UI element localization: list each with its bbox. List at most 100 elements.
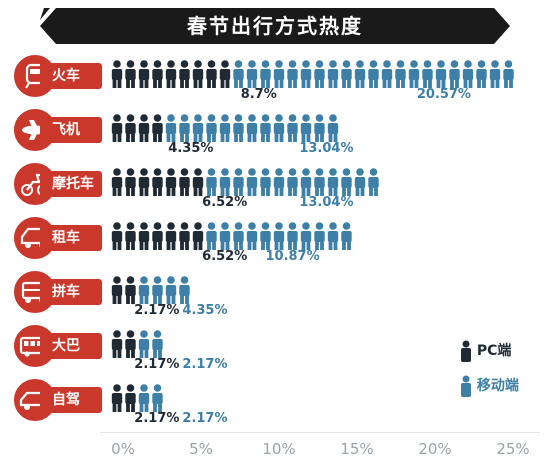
- pc-person-mark: [152, 168, 163, 196]
- mobile-person-mark-torso: [152, 285, 163, 296]
- pc-person-mark: [206, 60, 217, 88]
- mobile-person-mark-leg: [266, 187, 270, 196]
- category-label: 租车: [40, 225, 102, 251]
- mobile-person-mark-leg: [409, 79, 414, 88]
- mobile-person-mark: [206, 222, 217, 250]
- pc-person-mark: [125, 222, 136, 250]
- pc-person-mark-leg: [144, 241, 149, 250]
- mobile-person-mark-torso: [300, 231, 312, 242]
- mobile-person-mark-head: [248, 114, 256, 122]
- pc-person-mark-leg: [131, 187, 135, 196]
- mobile-person-mark-leg: [279, 241, 284, 250]
- mobile-person-mark: [314, 114, 325, 142]
- mobile-person-mark-leg: [166, 133, 171, 142]
- pc-person-mark-torso: [152, 231, 163, 242]
- pc-person-mark-leg: [117, 349, 122, 358]
- pc-value-label: 6.52%: [202, 195, 248, 210]
- mobile-person-mark-head: [491, 60, 499, 68]
- mobile-person-mark: [233, 60, 244, 88]
- pc-person-mark-torso: [206, 69, 217, 80]
- mobile-person-mark-leg: [387, 79, 392, 88]
- mobile-person-mark-leg: [306, 133, 311, 142]
- mobile-person-mark-head: [288, 222, 297, 230]
- mobile-person-mark-leg: [306, 187, 311, 196]
- mobile-person-mark-torso: [138, 285, 150, 296]
- category-label: 自驾: [40, 387, 102, 413]
- pc-person-mark-leg: [112, 133, 117, 142]
- legend-pc: PC端: [460, 340, 511, 362]
- mobile-person-mark-leg: [468, 79, 473, 88]
- mobile-person-mark-torso: [206, 123, 217, 134]
- mobile-person-mark-leg: [396, 79, 400, 88]
- mobile-person-mark-torso: [165, 285, 177, 296]
- pc-person-mark-leg: [185, 241, 189, 250]
- mobile-person-mark-head: [167, 114, 175, 122]
- pc-person-mark-leg: [153, 187, 157, 196]
- mobile-person-mark: [476, 60, 487, 88]
- mobile-person-mark-leg: [212, 187, 216, 196]
- mobile-person-mark-head: [329, 114, 337, 122]
- pc-person-mark-torso: [179, 69, 190, 80]
- pc-person-mark-leg: [193, 79, 198, 88]
- mobile-person-mark-leg: [225, 187, 230, 196]
- mobile-person-mark-head: [261, 168, 270, 176]
- mobile-person-mark-leg: [347, 241, 351, 250]
- pc-person-mark: [125, 168, 136, 196]
- pc-person-mark-torso: [165, 231, 177, 242]
- mobile-person-mark-leg: [293, 187, 297, 196]
- mobile-person-mark: [179, 276, 190, 304]
- mobile-person-mark-leg: [301, 133, 306, 142]
- mobile-person-mark: [138, 330, 150, 358]
- mobile-person-mark-leg: [320, 241, 324, 250]
- pc-value-label: 6.52%: [202, 249, 248, 264]
- pc-person-mark-leg: [144, 133, 149, 142]
- mobile-person-mark-torso: [287, 123, 298, 134]
- pc-person-mark-head: [126, 168, 135, 176]
- mobile-person-mark: [435, 60, 447, 88]
- mobile-person-mark-head: [369, 168, 378, 176]
- pc-value-label: 2.17%: [134, 411, 180, 426]
- pc-person-mark-head: [140, 60, 148, 68]
- x-tick-label: 15%: [340, 440, 374, 458]
- mobile-person-mark-leg: [355, 79, 360, 88]
- bar-row: [111, 222, 352, 250]
- mobile-person-mark-leg: [266, 133, 270, 142]
- mobile-person-mark-leg: [315, 79, 319, 88]
- mobile-person-mark-head: [288, 60, 297, 68]
- mobile-person-mark-leg: [193, 133, 198, 142]
- pc-person-mark-head: [167, 222, 175, 230]
- mobile-person-mark-torso: [260, 69, 271, 80]
- mobile-person-mark-torso: [246, 177, 258, 188]
- mobile-person-mark: [327, 114, 339, 142]
- mobile-person-mark: [287, 60, 298, 88]
- bar-row: [111, 276, 190, 304]
- pc-person-mark-torso: [125, 285, 136, 296]
- mobile-person-mark-torso: [368, 177, 379, 188]
- mobile-person-mark-leg: [207, 133, 211, 142]
- mobile-person-mark-leg: [239, 133, 243, 142]
- mobile-person-mark-leg: [261, 133, 265, 142]
- pc-person-mark-leg: [144, 79, 149, 88]
- bus-window: [30, 341, 35, 346]
- mobile-person-mark-torso: [327, 177, 339, 188]
- pc-person-mark-leg: [207, 79, 211, 88]
- legend-mobile-person-icon: [461, 375, 471, 397]
- mobile-person-mark: [354, 168, 366, 196]
- mobile-person-mark-leg: [225, 241, 230, 250]
- pc-person-mark-torso: [219, 69, 231, 80]
- pc-person-mark-torso: [165, 177, 177, 188]
- mobile-person-mark-head: [342, 222, 351, 230]
- pc-person-mark-head: [113, 222, 121, 230]
- mobile-person-mark: [165, 276, 177, 304]
- mobile-person-mark: [354, 60, 366, 88]
- pc-person-mark: [125, 114, 136, 142]
- mobile-person-mark-leg: [333, 187, 338, 196]
- mobile-person-mark: [408, 60, 420, 88]
- mobile-person-mark-leg: [315, 187, 319, 196]
- mobile-person-mark-leg: [482, 79, 486, 88]
- mobile-person-mark-torso: [273, 177, 285, 188]
- pc-person-mark-leg: [158, 79, 162, 88]
- mobile-person-mark-head: [396, 60, 405, 68]
- mobile-person-mark-leg: [315, 241, 319, 250]
- pc-person-mark-leg: [193, 241, 198, 250]
